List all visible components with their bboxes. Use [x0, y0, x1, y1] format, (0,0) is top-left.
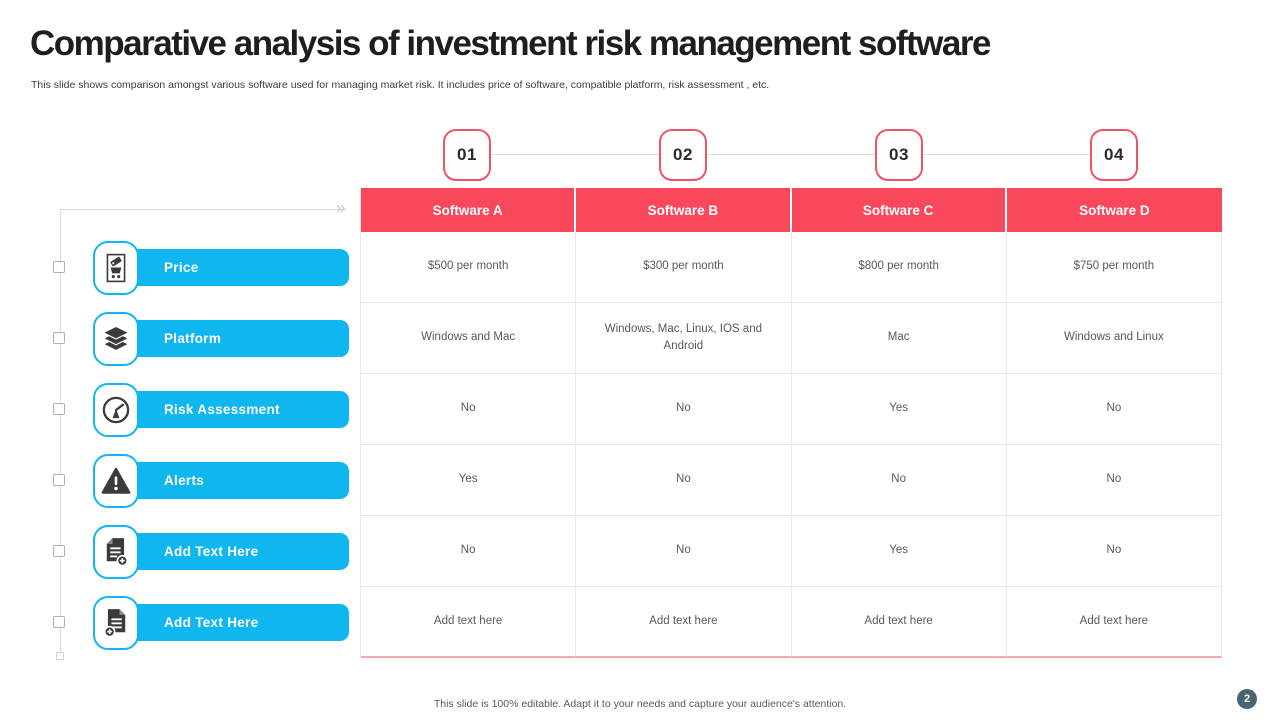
- table-cell: No: [1006, 516, 1222, 587]
- checkbox-bullet: [53, 332, 65, 344]
- category-bar: Risk Assessment: [100, 391, 349, 428]
- step-badge-03: 03: [875, 129, 923, 181]
- table-cell-price: $300 per month: [576, 232, 792, 303]
- table-cell: No: [361, 516, 577, 587]
- page-subtitle: This slide shows comparison amongst vari…: [31, 79, 770, 91]
- checkbox-bullet: [53, 545, 65, 557]
- column-header: Software A: [361, 188, 577, 232]
- category-item-price: Price: [53, 240, 349, 295]
- table-cell-risk: No: [361, 374, 577, 445]
- warning-triangle-icon: [93, 453, 139, 508]
- step-badge-02: 02: [659, 129, 707, 181]
- document-add-icon: [93, 524, 139, 579]
- table-cell: Yes: [791, 516, 1007, 587]
- category-item-platform: Platform: [53, 311, 349, 366]
- step-badge-04: 04: [1090, 129, 1138, 181]
- table-cell-alerts: No: [791, 445, 1007, 516]
- category-bar: Alerts: [100, 462, 349, 499]
- connector-horizontal-line: [60, 209, 346, 210]
- page-number-badge: 2: [1237, 689, 1257, 709]
- table-cell-risk: No: [1006, 374, 1222, 445]
- category-label: Alerts: [164, 473, 205, 488]
- category-item-add-text-2: Add Text Here: [53, 595, 349, 650]
- layers-icon: [93, 311, 139, 366]
- checkbox-bullet: [53, 403, 65, 415]
- checkbox-bullet: [53, 616, 65, 628]
- column-header: Software C: [791, 188, 1007, 232]
- checkbox-bullet: [53, 261, 65, 273]
- table-cell-placeholder: Add text here: [576, 587, 792, 658]
- table-cell-platform: Windows and Linux: [1006, 303, 1222, 374]
- table-cell-placeholder: Add text here: [1006, 587, 1222, 658]
- footer-note: This slide is 100% editable. Adapt it to…: [433, 698, 847, 710]
- table-cell-alerts: Yes: [361, 445, 577, 516]
- table-cell-placeholder: Add text here: [791, 587, 1007, 658]
- category-label: Platform: [164, 331, 222, 346]
- category-item-add-text-1: Add Text Here: [53, 524, 349, 579]
- column-header: Software B: [576, 188, 792, 232]
- chevron-right-icon: »: [336, 198, 346, 217]
- comparison-table: Software A Software B Software C Softwar…: [360, 188, 1222, 658]
- table-cell-alerts: No: [1006, 445, 1222, 516]
- step-badge-01: 01: [443, 129, 491, 181]
- table-cell-platform: Windows, Mac, Linux, IOS and Android: [576, 303, 792, 374]
- category-label: Risk Assessment: [164, 402, 280, 417]
- table-cell-risk: No: [576, 374, 792, 445]
- document-add-alt-icon: [93, 595, 139, 650]
- table-cell-placeholder: Add text here: [361, 587, 577, 658]
- price-tag-cart-icon: [93, 240, 139, 295]
- page-title: Comparative analysis of investment risk …: [30, 24, 991, 63]
- category-bar: Price: [100, 249, 349, 286]
- table-cell-price: $500 per month: [361, 232, 577, 303]
- connector-end-square: [56, 652, 64, 660]
- category-bar: Add Text Here: [100, 533, 349, 570]
- category-label: Price: [164, 260, 199, 275]
- category-bar: Platform: [100, 320, 349, 357]
- table-cell-price: $750 per month: [1006, 232, 1222, 303]
- category-label: Add Text Here: [164, 615, 259, 630]
- table-cell-alerts: No: [576, 445, 792, 516]
- steps-connector-line: [467, 154, 1114, 155]
- category-item-risk-assessment: Risk Assessment: [53, 382, 349, 437]
- table-cell-risk: Yes: [791, 374, 1007, 445]
- category-bar: Add Text Here: [100, 604, 349, 641]
- connector-vertical-line: [60, 209, 61, 655]
- table-cell: No: [576, 516, 792, 587]
- column-header: Software D: [1006, 188, 1222, 232]
- category-item-alerts: Alerts: [53, 453, 349, 508]
- table-cell-price: $800 per month: [791, 232, 1007, 303]
- table-cell-platform: Windows and Mac: [361, 303, 577, 374]
- table-cell-platform: Mac: [791, 303, 1007, 374]
- gauge-icon: [93, 382, 139, 437]
- checkbox-bullet: [53, 474, 65, 486]
- category-label: Add Text Here: [164, 544, 259, 559]
